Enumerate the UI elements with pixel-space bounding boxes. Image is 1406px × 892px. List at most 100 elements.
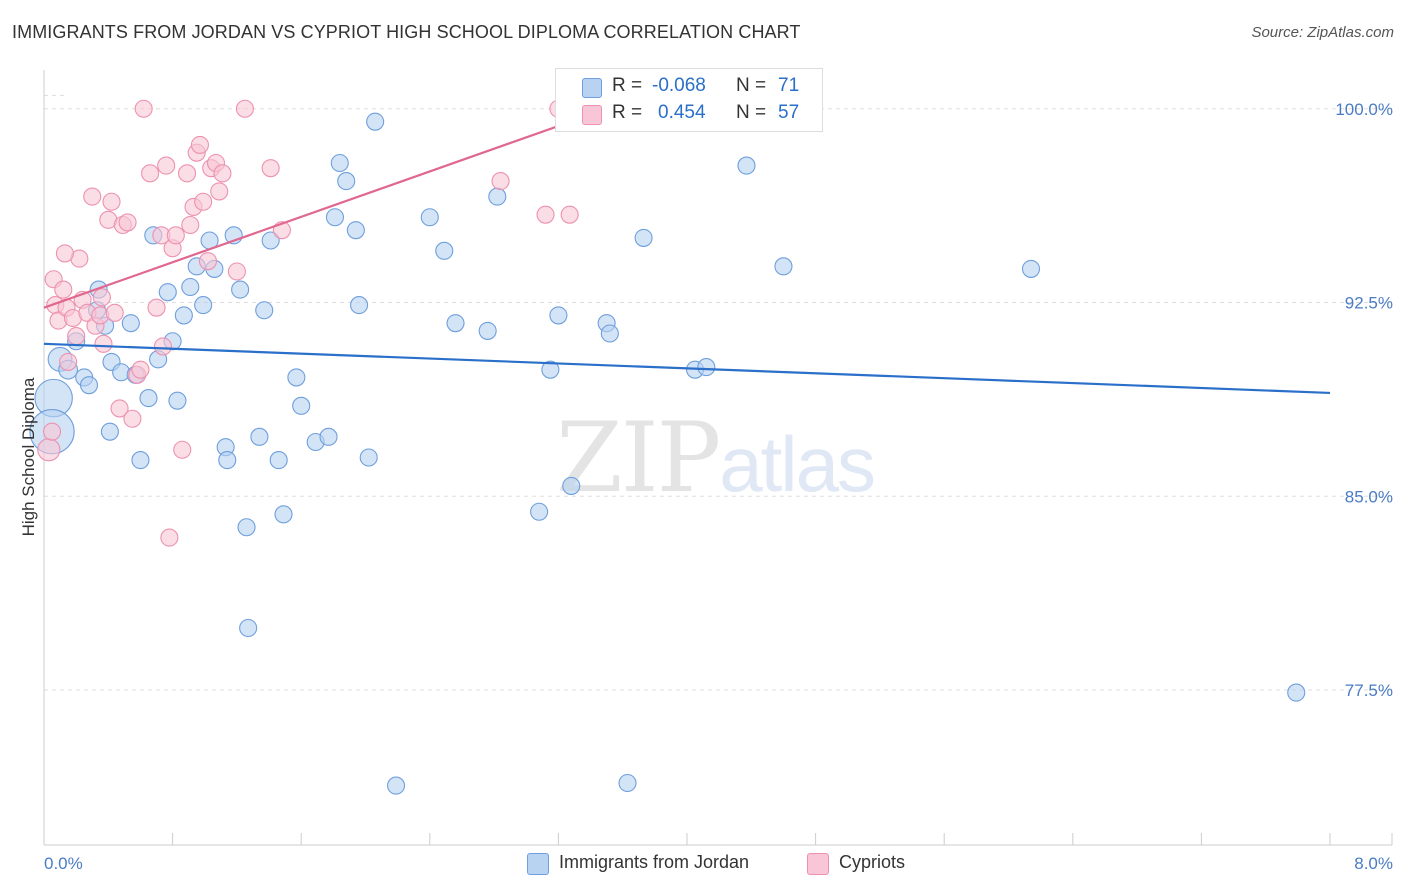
jordan-point-13 — [121, 314, 140, 333]
n-label: N = — [736, 102, 767, 123]
cypriot-point-34 — [173, 440, 192, 459]
jordan-point-44 — [330, 153, 349, 173]
cypriot-point-5 — [54, 280, 73, 299]
cypriot-point-7 — [59, 352, 78, 371]
y-tick-label-2: 85.0% — [1345, 487, 1393, 506]
grid-lines — [44, 94, 1392, 691]
cypriot-point-53 — [560, 205, 579, 224]
jordan-point-49 — [366, 112, 385, 131]
stats-legend-row-pink: R = 0.454 N = 57 — [556, 100, 822, 128]
n-label: N = — [736, 75, 767, 96]
cypriots-swatch — [807, 853, 829, 875]
cypriot-point-31 — [160, 528, 179, 547]
jordan-point-46 — [346, 221, 365, 240]
jordan-point-15 — [131, 451, 150, 470]
jordan-point-61 — [600, 324, 619, 343]
tick-labels: 100.0% 92.5% 85.0% 77.5% 0.0% 8.0% High School… — [19, 100, 1393, 873]
y-axis-label: High School Diploma — [19, 377, 38, 536]
jordan-point-42 — [319, 427, 338, 446]
cypriot-point-55 — [92, 288, 111, 307]
jordan-point-23 — [181, 277, 200, 297]
r-label: R = — [612, 75, 643, 96]
cypriot-point-44 — [210, 182, 229, 201]
jordan-point-70 — [1287, 683, 1306, 702]
chart-title: IMMIGRANTS FROM JORDAN VS CYPRIOT HIGH S… — [12, 22, 801, 42]
cypriot-point-26 — [134, 99, 153, 118]
jordan-point-48 — [359, 448, 378, 467]
legend-label-cypriots: Cypriots — [839, 852, 906, 872]
cypriot-point-18 — [102, 192, 121, 211]
jordan-point-40 — [292, 396, 311, 415]
cypriot-point-36 — [181, 215, 200, 235]
jordan-point-10 — [100, 422, 119, 441]
x-tick-label-1: 8.0% — [1354, 854, 1393, 873]
stats-legend: R = -0.068 N = 71 R = 0.454 N = 57 — [555, 68, 823, 132]
cypriot-point-56 — [153, 337, 173, 356]
jordan-point-68 — [774, 257, 793, 276]
cypriot-point-40 — [194, 192, 213, 211]
cypriot-point-9 — [67, 327, 86, 346]
jordan-point-34 — [250, 427, 269, 446]
cypriot-trend-line — [43, 105, 616, 309]
cypriot-point-27 — [141, 164, 160, 183]
cypriot-point-39 — [190, 135, 209, 154]
cypriot-point-1 — [42, 422, 62, 441]
jordan-point-32 — [237, 518, 256, 537]
jordan-point-35 — [255, 301, 274, 320]
cypriot-point-22 — [118, 213, 137, 232]
source-credit: Source: ZipAtlas.com — [1251, 24, 1394, 41]
cypriot-point-30 — [157, 156, 176, 175]
y-tick-label-1: 92.5% — [1345, 294, 1393, 313]
jordan-trend-line — [43, 342, 1331, 395]
jordan-point-6 — [79, 376, 99, 395]
jordan-point-50 — [386, 776, 406, 795]
jordan-point-43 — [325, 208, 345, 227]
cypriot-point-25 — [131, 360, 150, 379]
cypriot-point-33 — [166, 226, 185, 245]
y-tick-label-3: 77.5% — [1345, 681, 1393, 700]
jordan-point-54 — [478, 321, 497, 340]
jordan-point-63 — [634, 228, 653, 247]
jordan-point-62 — [618, 773, 637, 793]
legend-label-jordan: Immigrants from Jordan — [559, 852, 750, 872]
jordan-point-31 — [231, 280, 250, 299]
jordan-point-38 — [274, 505, 293, 524]
n-value-pink: 57 — [778, 102, 800, 123]
jordan-point-19 — [158, 283, 177, 302]
n-value-blue: 71 — [778, 75, 800, 96]
jordan-point-16 — [139, 389, 158, 408]
jordan-point-55 — [488, 187, 507, 206]
x-tick-label-0: 0.0% — [44, 854, 83, 873]
cypriot-point-0 — [37, 438, 61, 462]
jordan-point-29 — [218, 451, 237, 470]
pink-swatch — [582, 105, 602, 125]
jordan-point-52 — [435, 241, 454, 260]
jordan-point-56 — [530, 502, 549, 521]
jordan-point-59 — [562, 476, 581, 495]
jordan-point-33 — [239, 618, 258, 638]
jordan-point-69 — [1021, 259, 1041, 278]
cypriot-point-51 — [536, 205, 555, 224]
cypriot-point-20 — [110, 399, 129, 418]
jordan-point-22 — [174, 306, 193, 325]
jordan-swatch — [527, 853, 549, 875]
cypriot-point-54 — [55, 244, 74, 263]
jordan-point-39 — [287, 368, 306, 387]
r-label: R = — [612, 102, 643, 123]
jordan-point-21 — [168, 391, 187, 410]
cypriot-point-35 — [178, 164, 197, 183]
jordan-point-37 — [269, 451, 288, 470]
cypriot-point-48 — [261, 159, 280, 178]
blue-swatch — [582, 78, 602, 98]
cypriot-point-46 — [227, 262, 246, 281]
cypriot-point-16 — [94, 334, 113, 353]
cypriot-point-50 — [491, 172, 510, 191]
jordan-point-47 — [350, 296, 369, 315]
cypriot-point-47 — [235, 99, 254, 118]
stats-legend-row-blue: R = -0.068 N = 71 — [556, 73, 822, 101]
jordan-point-25 — [194, 296, 213, 315]
jordan-point-66 — [697, 358, 716, 377]
cypriot-point-13 — [83, 187, 102, 206]
r-value-pink: 0.454 — [658, 102, 706, 123]
